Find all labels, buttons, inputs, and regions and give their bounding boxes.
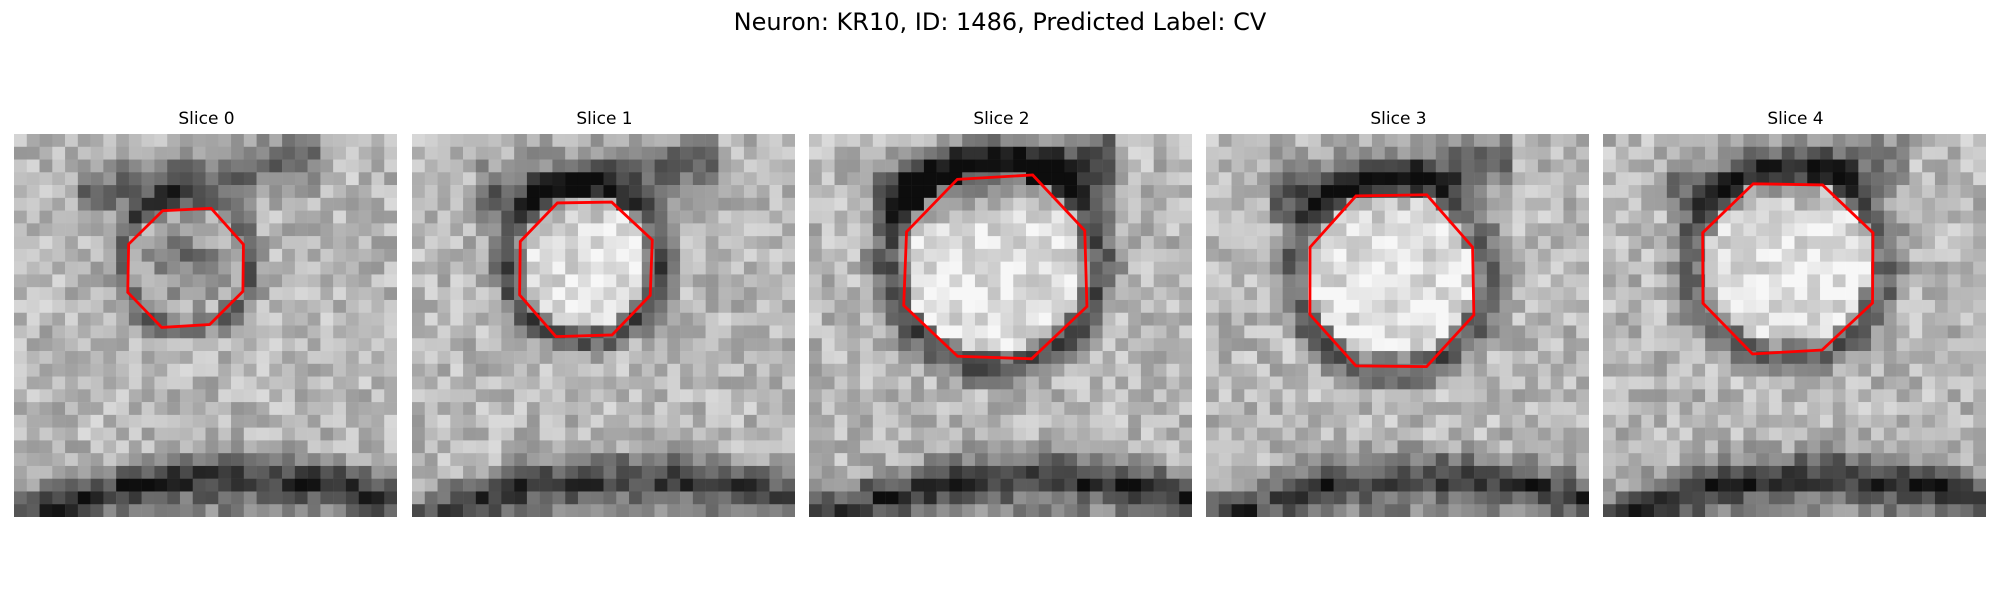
slice-image: [1206, 134, 1589, 517]
segmentation-contour: [902, 173, 1089, 361]
slice-title: Slice 0: [178, 109, 235, 129]
segmentation-contour: [1308, 193, 1476, 369]
slice-panel-3: Slice 3: [1206, 108, 1591, 517]
slice-image: [14, 134, 397, 517]
figure-title: Neuron: KR10, ID: 1486, Predicted Label:…: [733, 8, 1267, 36]
slice-panel-0: Slice 0: [14, 108, 399, 517]
slice-panel-4: Slice 4: [1603, 108, 1988, 517]
segmentation-contour: [518, 200, 654, 339]
slice-title: Slice 4: [1767, 109, 1824, 129]
slice-image: [809, 134, 1192, 517]
slice-image: [412, 134, 795, 517]
slice-title: Slice 2: [973, 109, 1030, 129]
slice-panel-2: Slice 2: [809, 108, 1194, 517]
slice-title: Slice 3: [1370, 109, 1427, 129]
slice-title: Slice 1: [576, 109, 633, 129]
slice-image: [1603, 134, 1986, 517]
segmentation-contour: [1701, 182, 1875, 356]
slice-panel-1: Slice 1: [412, 108, 797, 517]
segmentation-contour: [126, 206, 245, 329]
